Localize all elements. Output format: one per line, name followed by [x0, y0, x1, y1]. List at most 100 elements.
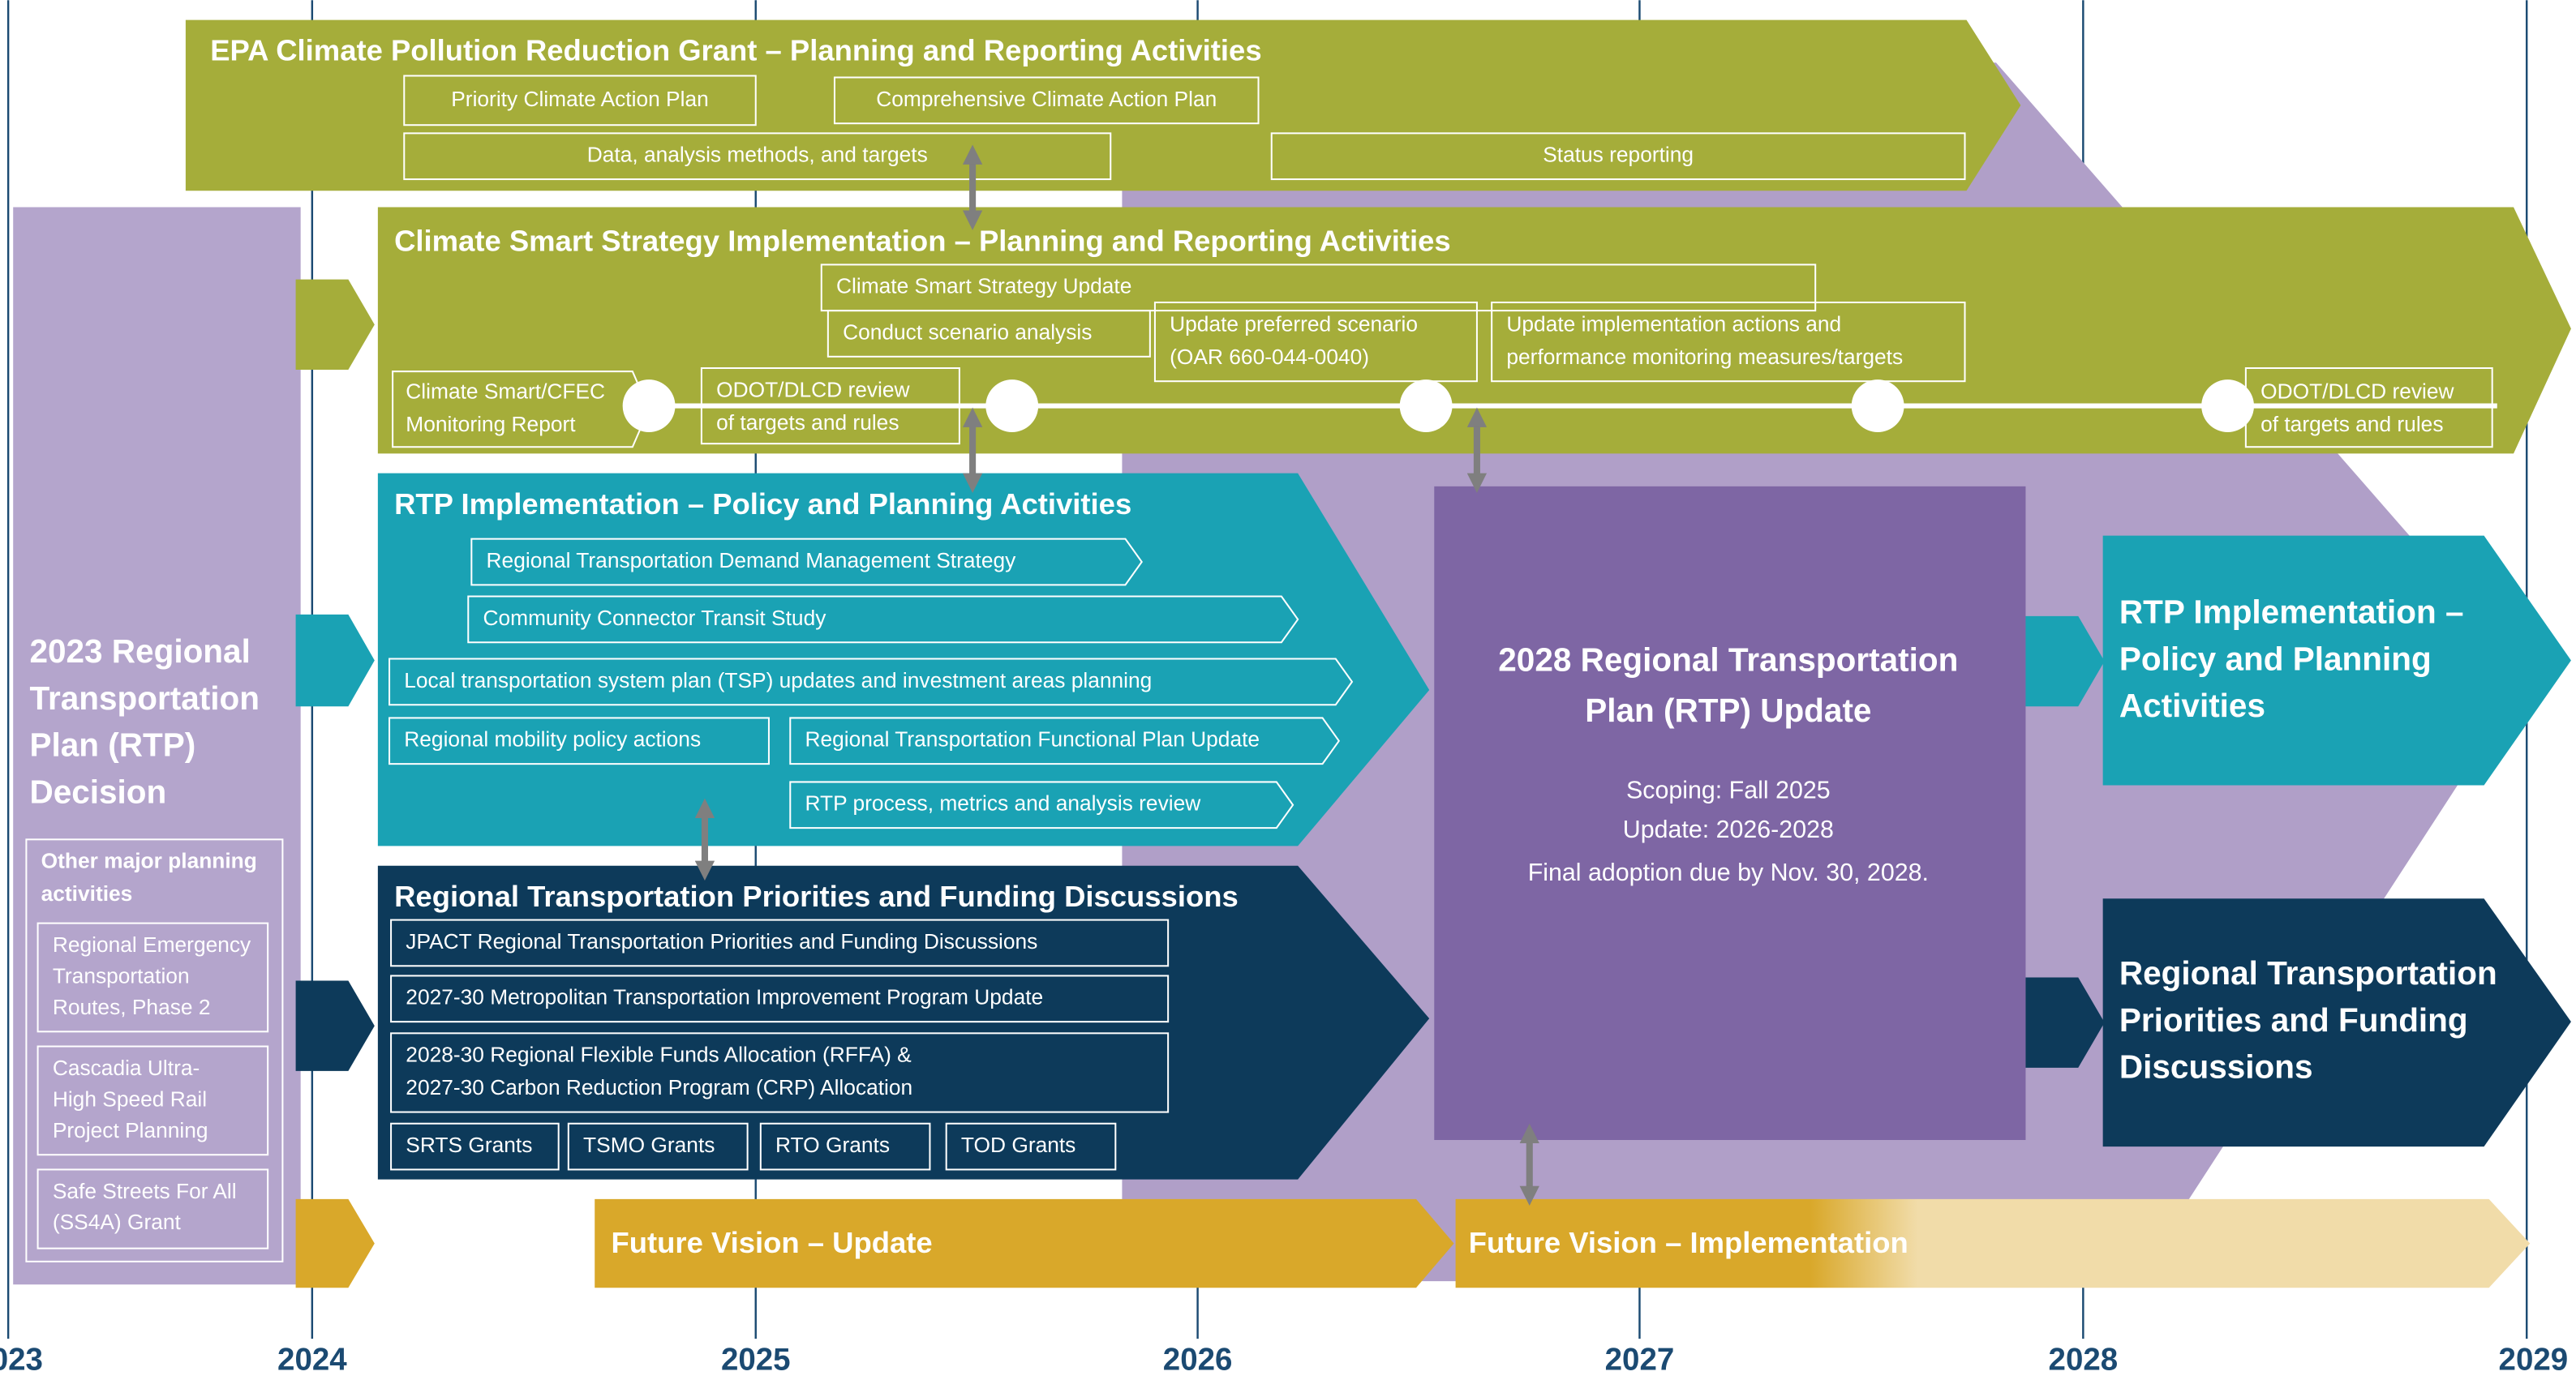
rtp-2028-detail: Final adoption due by Nov. 30, 2028.: [1528, 859, 1929, 886]
rtp-box-label: Regional Transportation Demand Managemen…: [487, 548, 1017, 572]
priorities-box-label: 2027-30 Carbon Reduction Program (CRP) A…: [406, 1075, 912, 1099]
rtp-2023-panel: [13, 207, 301, 1285]
future-vision-update-label: Future Vision – Update: [611, 1226, 932, 1259]
chevron: [295, 279, 375, 371]
chevron: [295, 1198, 375, 1288]
rtp-box: [789, 781, 1294, 829]
chevron: [2025, 615, 2105, 707]
epa-box-label: Priority Climate Action Plan: [451, 87, 709, 111]
rtp-2028-title: Plan (RTP) Update: [1585, 692, 1871, 729]
future-rtp-implementation-label: Policy and Planning: [2119, 640, 2432, 677]
grant-label: RTO Grants: [775, 1133, 890, 1157]
other-activity: (SS4A) Grant: [53, 1210, 182, 1234]
future-vision-implementation: [1455, 1198, 2531, 1288]
chevron: [295, 614, 375, 707]
epa-box: [833, 76, 1260, 125]
rtp-box-label: Local transportation system plan (TSP) u…: [404, 668, 1152, 692]
future-rtp-implementation-label: RTP Implementation –: [2119, 594, 2464, 631]
climate-smart-box-label: performance monitoring measures/targets: [1506, 345, 1903, 369]
rtp-box-label: RTP process, metrics and analysis review: [805, 791, 1202, 816]
future-priorities-label: Regional Transportation: [2119, 954, 2497, 992]
rtp-box: [470, 538, 1143, 586]
other-activities-heading: activities: [41, 881, 133, 906]
grant-box: [567, 1122, 749, 1171]
grant-box: [945, 1122, 1117, 1171]
milestone: [2201, 379, 2254, 432]
climate-smart-box: [826, 310, 1151, 358]
rtp-2023-title: Decision: [29, 773, 166, 810]
other-activity: Routes, Phase 2: [53, 995, 211, 1019]
epa-box: [1270, 132, 1966, 181]
future-rtp-implementation: [2102, 535, 2571, 786]
grant-label: TSMO Grants: [583, 1133, 715, 1157]
grant-box: [390, 1122, 560, 1171]
rtp-box-label: Community Connector Transit Study: [483, 606, 827, 630]
climate-smart-box-label: Climate Smart Strategy Update: [836, 274, 1131, 298]
climate-smart-box-label: Update implementation actions and: [1506, 311, 1841, 336]
epa-box-label: Status reporting: [1543, 143, 1694, 167]
epa-box: [403, 132, 1112, 181]
year-label: 2027: [1605, 1343, 1675, 1378]
climate-smart-box: [1491, 301, 1966, 383]
grant-label: TOD Grants: [961, 1133, 1075, 1157]
rtp-2028-title: 2028 Regional Transportation: [1498, 641, 1958, 678]
milestone-label: of targets and rules: [2260, 412, 2443, 436]
year-label: 2023: [0, 1343, 43, 1378]
other-activity-box: [36, 1045, 269, 1156]
milestone: [1399, 379, 1453, 432]
priorities-box: [390, 1032, 1170, 1113]
rtp-box-label: Regional Transportation Functional Plan …: [805, 727, 1260, 752]
future-rtp-implementation-label: Activities: [2119, 687, 2265, 724]
priorities-box-label: 2027-30 Metropolitan Transportation Impr…: [406, 985, 1043, 1009]
other-activities-box: [25, 838, 284, 1262]
milestone-box: [700, 366, 960, 445]
epa-title: EPA Climate Pollution Reduction Grant – …: [210, 34, 1261, 67]
future-priorities: [2102, 898, 2571, 1147]
future-vision-implementation-label: Future Vision – Implementation: [1469, 1226, 1908, 1259]
rtp-box: [789, 717, 1341, 765]
priorities-box-label: JPACT Regional Transportation Priorities…: [406, 929, 1037, 954]
other-activity: Cascadia Ultra-: [53, 1056, 200, 1080]
chevron: [295, 980, 375, 1071]
climate-smart-box-label: Update preferred scenario: [1170, 311, 1418, 336]
other-activity: High Speed Rail: [53, 1086, 207, 1111]
rtp-box: [389, 658, 1354, 706]
milestone: [622, 379, 676, 432]
year-label: 2026: [1163, 1343, 1233, 1378]
priorities-title: Regional Transportation Priorities and F…: [394, 880, 1239, 913]
other-activities-heading: Other major planning: [41, 849, 257, 873]
rtp-2028-detail: Scoping: Fall 2025: [1626, 777, 1831, 804]
milestone-label: Climate Smart/CFEC: [406, 379, 605, 403]
epa-banner: [185, 19, 2021, 191]
other-activity-box: [36, 922, 269, 1033]
year-label: 2029: [2499, 1343, 2569, 1378]
rtp-2023-title: Transportation: [29, 679, 260, 717]
epa-box: [403, 75, 757, 126]
climate-smart-box: [1153, 301, 1478, 383]
priorities-box-label: 2028-30 Regional Flexible Funds Allocati…: [406, 1043, 912, 1067]
milestone-label: ODOT/DLCD review: [716, 377, 910, 401]
rtp-box: [389, 717, 770, 765]
milestone: [985, 379, 1039, 432]
rtp-2023-title: Plan (RTP): [29, 726, 195, 764]
other-activity-box: [36, 1168, 269, 1249]
rtp-box: [467, 595, 1299, 644]
epa-box-label: Data, analysis methods, and targets: [587, 143, 928, 167]
grant-box: [759, 1122, 931, 1171]
climate-smart-banner: [377, 207, 2571, 454]
rtp-box-label: Regional mobility policy actions: [404, 727, 701, 752]
rtp-implementation-title: RTP Implementation – Policy and Planning…: [394, 487, 1131, 521]
epa-box-label: Comprehensive Climate Action Plan: [876, 87, 1217, 111]
climate-smart-box: [820, 264, 1817, 312]
future-vision-update: [595, 1198, 1454, 1288]
priorities-box: [390, 975, 1170, 1023]
grant-label: SRTS Grants: [406, 1133, 532, 1157]
other-activity: Regional Emergency: [53, 932, 251, 957]
milestone-label: Monitoring Report: [406, 412, 576, 436]
rtp-2028-box: [1434, 486, 2026, 1140]
climate-smart-box-label: (OAR 660-044-0040): [1170, 345, 1369, 369]
year-label: 2024: [277, 1343, 347, 1378]
priorities-box: [390, 919, 1170, 967]
milestone: [1851, 379, 1904, 432]
